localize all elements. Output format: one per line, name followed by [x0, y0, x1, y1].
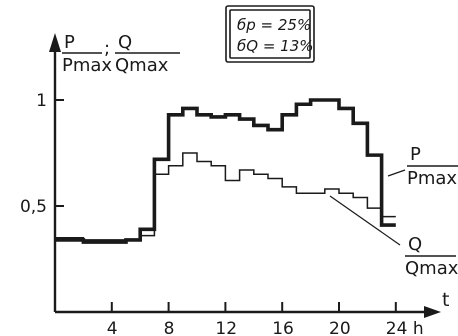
y-tick-label: 0,5 — [20, 197, 47, 217]
series-p-label: P Pmax — [407, 144, 458, 189]
series-q-label-den: Qmax — [405, 258, 458, 279]
y-label-den2: Qmax — [115, 55, 169, 76]
series-p-label-num: P — [410, 144, 421, 165]
series-q-leader — [329, 195, 401, 246]
y-axis-arrow — [49, 33, 61, 52]
sigma-p-text: бp = 25% — [237, 16, 311, 34]
series-q-line — [55, 152, 396, 241]
x-axis-arrow — [424, 306, 441, 318]
x-tick-label: 20 — [329, 319, 351, 336]
y-label-den1: Pmax — [62, 55, 112, 76]
y-label-num1: P — [64, 32, 75, 53]
y-label-sep: ; — [104, 38, 110, 59]
x-tick-label: 16 — [272, 319, 294, 336]
series-q-label: Q Qmax — [405, 234, 458, 279]
x-tick-label: 4 — [107, 319, 118, 336]
x-tick-label: 24 h — [386, 319, 424, 336]
x-axis-label: t — [442, 289, 449, 311]
series-p-leader — [387, 169, 406, 177]
series-q-label-num: Q — [408, 234, 422, 255]
x-tick-label: 12 — [215, 319, 237, 336]
axis-ticks: 4 8 12 16 20 24 h 0,5 1 — [20, 91, 424, 336]
x-tick-label: 8 — [164, 319, 175, 336]
series-p-label-den: Pmax — [407, 168, 457, 189]
sigma-annotation-box: бp = 25% бQ = 13% — [225, 5, 315, 63]
sigma-q-text: бQ = 13% — [237, 37, 314, 55]
y-axis-label: P Pmax ; Q Qmax — [62, 32, 180, 76]
y-label-num2: Q — [118, 32, 132, 53]
y-tick-label: 1 — [36, 91, 47, 111]
